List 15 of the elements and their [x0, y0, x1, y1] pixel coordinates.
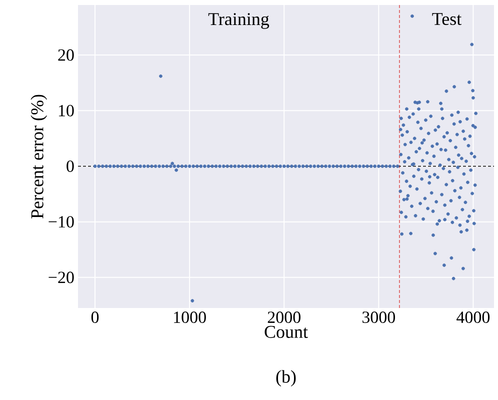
annotation: Test	[432, 13, 462, 26]
x-tick-label: 3000	[362, 312, 396, 324]
y-tick-label: 0	[66, 160, 74, 172]
x-tick-label: 0	[91, 312, 99, 324]
text: (b)	[276, 370, 296, 386]
x-tick-label: 2000	[268, 312, 300, 324]
y-tick-label: 20	[58, 49, 74, 61]
y-axis-title: Percent error (%)	[30, 94, 48, 218]
x-tick-label: 1000	[174, 312, 206, 324]
y-tick-label: −10	[48, 216, 74, 228]
x-axis-title: Count	[264, 326, 308, 338]
x-tick-label: 4000	[456, 312, 490, 324]
y-tick-label: 10	[58, 104, 74, 116]
y-tick-label: −20	[48, 272, 74, 284]
annotation: Training	[208, 13, 270, 29]
